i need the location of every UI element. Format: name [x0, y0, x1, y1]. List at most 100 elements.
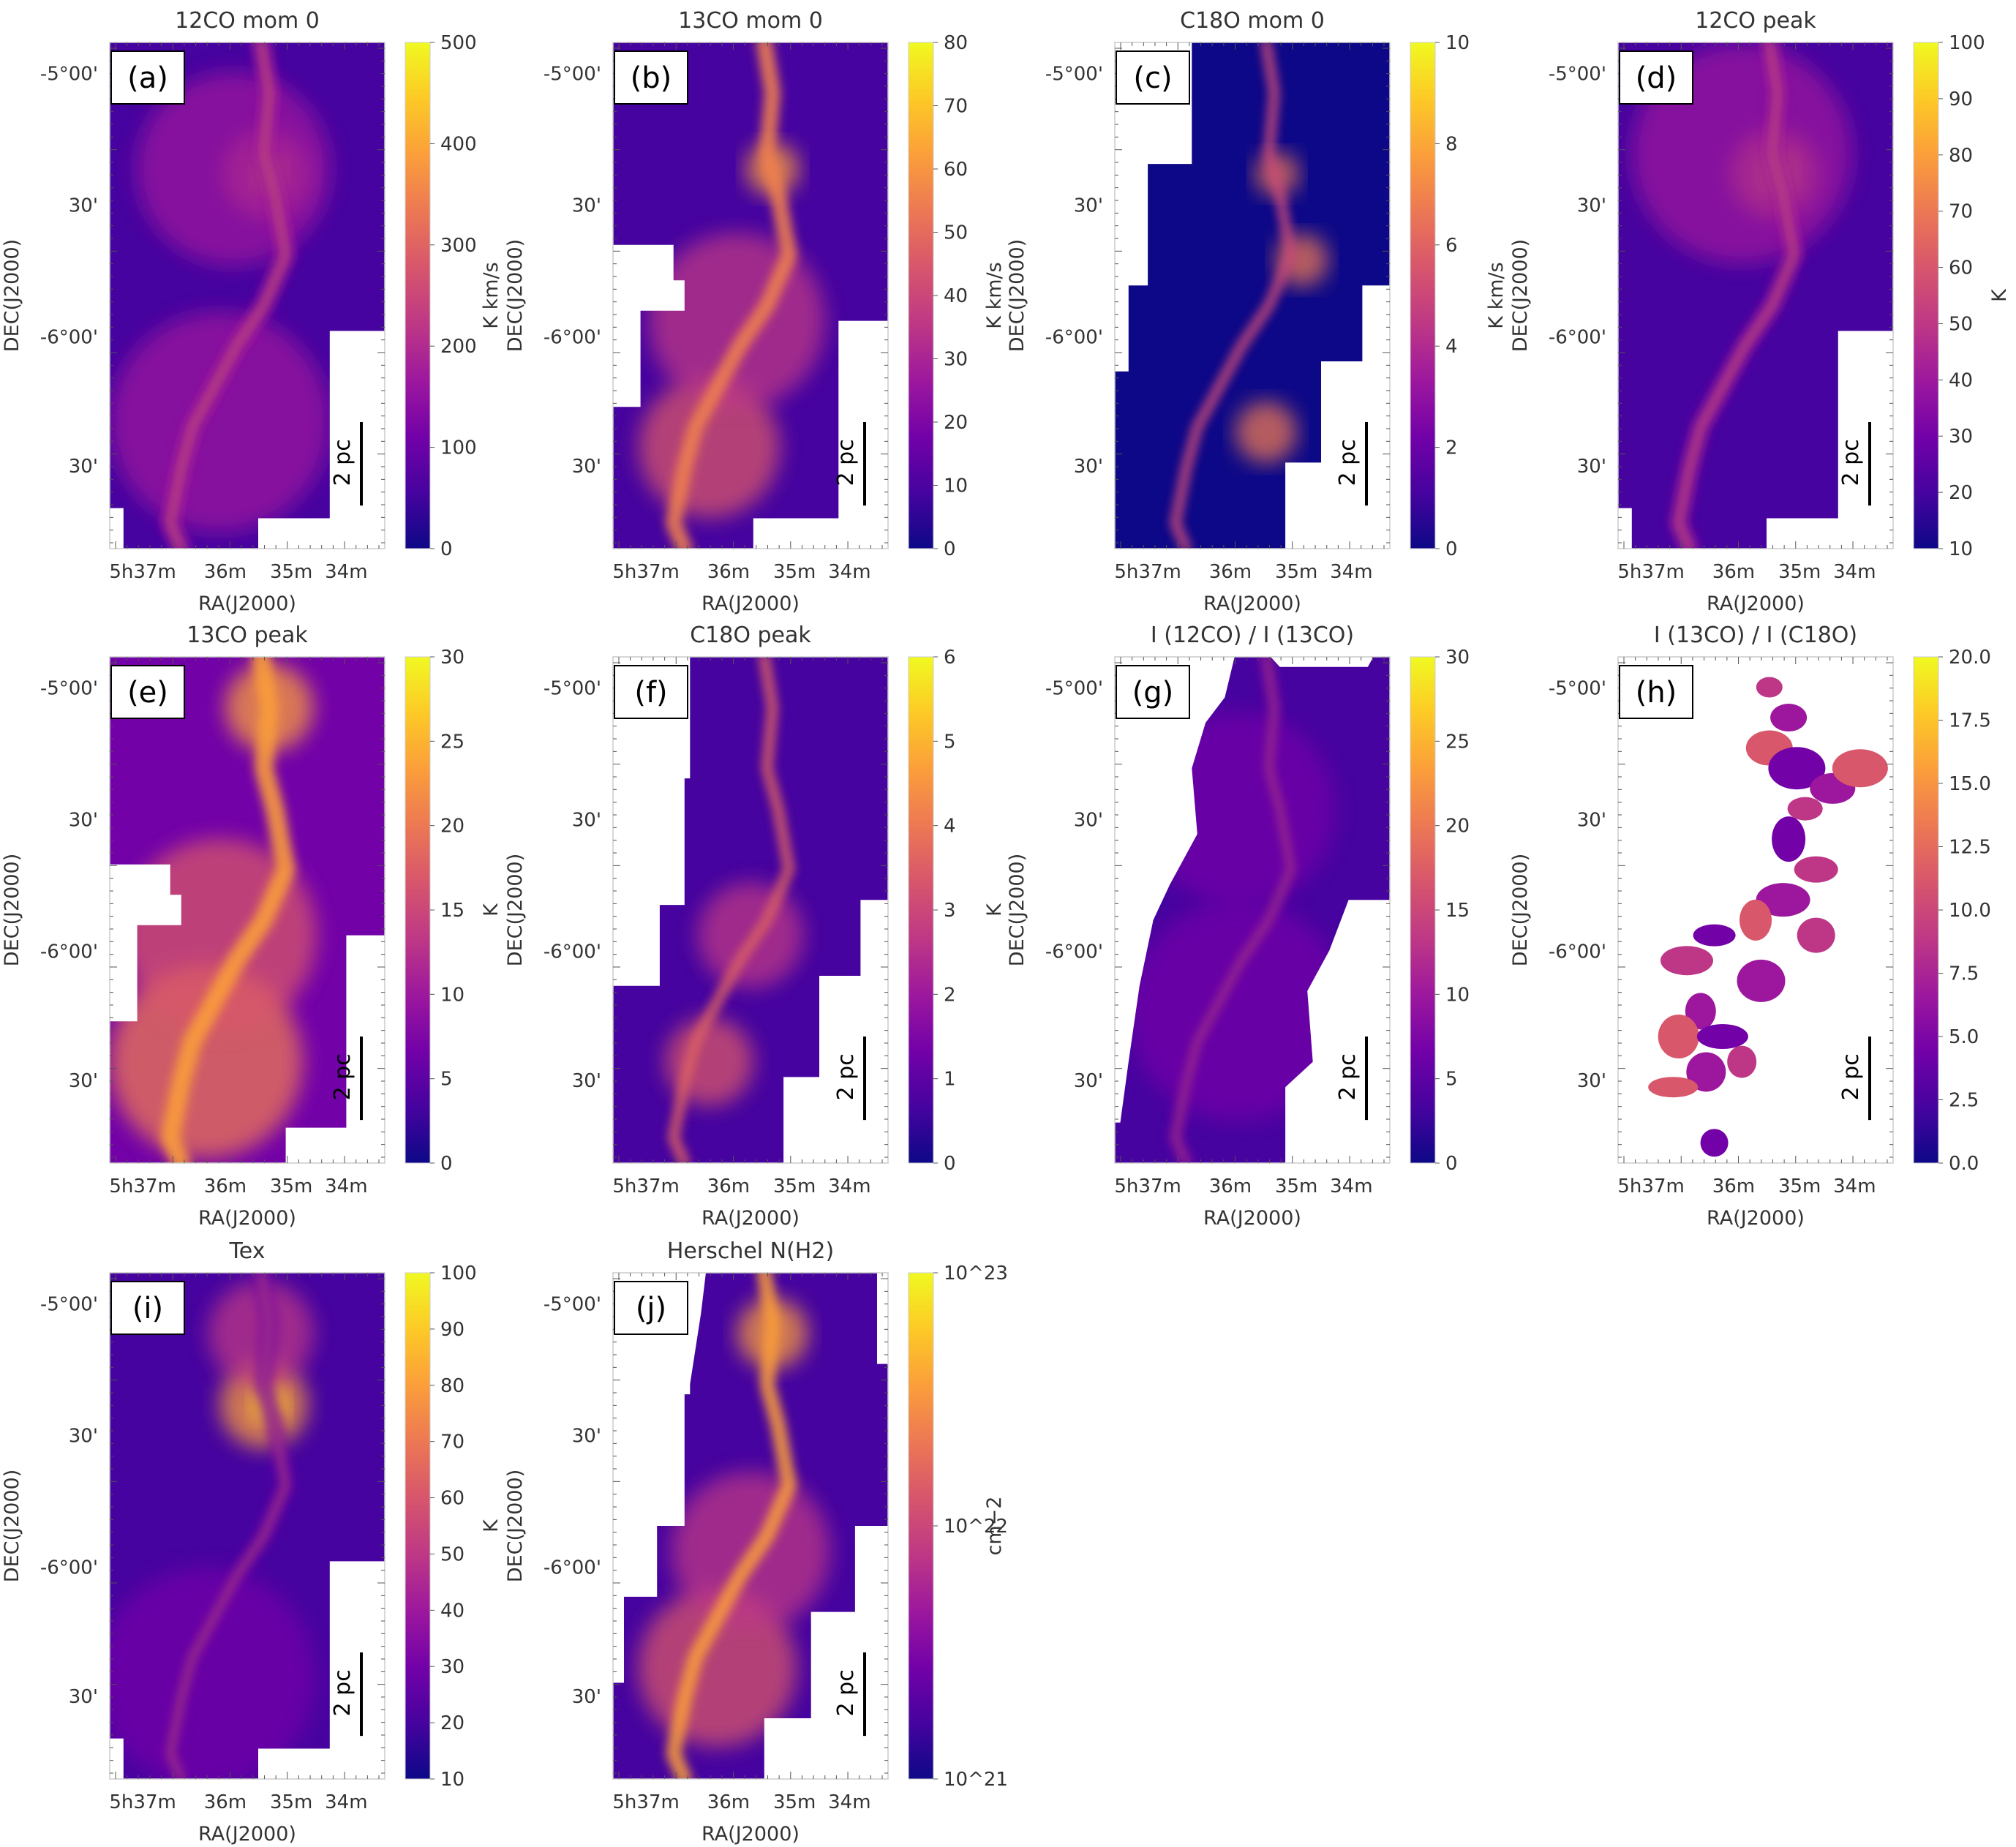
filament-core [672, 42, 791, 549]
colorbar-tick-label: 6 [1445, 235, 1458, 257]
colorbar-label: K [480, 903, 503, 917]
panel-a: 12CO mom 0 (a) -5°00' 30' -6°00' 30' DEC(J2000… [1, 8, 503, 615]
x-axis-label: RA(J2000) [1707, 1207, 1805, 1230]
panel-label: (e) [127, 676, 168, 710]
colorbar-tick-label: 7.5 [1949, 963, 1979, 985]
y-tick-label: 30' [1074, 456, 1103, 478]
panel-title: C18O mom 0 [1180, 8, 1325, 34]
y-tick-label: -5°00' [1045, 64, 1103, 86]
ratio-patch [1772, 816, 1806, 862]
colorbar-tick-label: 10^21 [944, 1769, 1008, 1791]
x-tick-label: 5h37m [109, 1791, 176, 1813]
colorbar-tick-label: 10 [944, 475, 968, 497]
y-tick-label: -6°00' [40, 326, 98, 348]
panel-d: 12CO peak (d) -5°00' 30' -6°00' 30' DEC(J2000)… [1509, 8, 2011, 615]
colorbar-tick-label: 10^23 [944, 1263, 1008, 1284]
no-coverage-region [1115, 657, 1235, 1123]
colorbar-tick-label: 100 [440, 437, 477, 459]
heatmap-image [613, 1273, 888, 1779]
panel-label-box [110, 665, 185, 719]
x-tick-label: 35m [1778, 1175, 1821, 1197]
axes-frame [1114, 656, 1391, 1164]
panel-label-box [614, 665, 688, 719]
x-tick-label: 5h37m [1617, 561, 1684, 583]
colorbar-tick-label: 30 [1445, 647, 1470, 669]
colorbar-tick-label: 60 [440, 1488, 464, 1510]
colorbar-tick-label: 200 [440, 336, 477, 358]
y-tick-label: 30' [69, 195, 98, 217]
panel-label-box [614, 1281, 688, 1335]
scale-bar-label: 2 pc [1335, 1053, 1361, 1100]
panel-h: I (13CO) / I (C18O) (h) -5°00' 30' -6°00' 30'… [1509, 622, 1991, 1230]
panel-label-box [614, 50, 688, 105]
x-axis-label: RA(J2000) [198, 1207, 296, 1230]
panel-title: C18O peak [690, 622, 811, 648]
scale-bar-label: 2 pc [330, 1669, 356, 1716]
colorbar-tick-label: 0 [1445, 1153, 1458, 1175]
x-axis-label: RA(J2000) [198, 593, 296, 615]
panel-label-box [1619, 665, 1693, 719]
colorbar-tick-label: 0 [440, 1153, 453, 1175]
y-tick-label: 30' [572, 1425, 601, 1447]
colorbar-tick-label: 30 [440, 647, 464, 669]
colorbar-tick-label: 17.5 [1949, 710, 1991, 732]
colorbar-tick-label: 12.5 [1949, 837, 1991, 859]
colorbar-label: cm−2 [983, 1497, 1006, 1556]
x-tick-label: 36m [204, 1791, 247, 1813]
y-tick-label: -6°00' [544, 326, 601, 348]
no-coverage-region [110, 508, 124, 549]
x-tick-label: 34m [1330, 561, 1372, 583]
colorbar-label: K km/s [983, 262, 1006, 328]
ratio-patch [1693, 924, 1736, 947]
colorbar-tick-label: 5 [440, 1069, 453, 1091]
x-axis-label: RA(J2000) [702, 1207, 800, 1230]
colorbar-tick-label: 0 [440, 538, 453, 560]
y-tick-label: 30' [572, 195, 601, 217]
x-tick-label: 36m [1712, 561, 1755, 583]
y-tick-label: -6°00' [1045, 941, 1103, 963]
y-axis-label: DEC(J2000) [1, 854, 23, 966]
axes-frame [109, 42, 385, 549]
colorbar-tick-label: 4 [1445, 336, 1458, 358]
y-tick-label: 30' [1577, 456, 1606, 478]
y-axis-label: DEC(J2000) [1006, 239, 1028, 352]
colorbar-tick-label: 2.5 [1949, 1090, 1979, 1112]
scale-bar-label: 2 pc [330, 1053, 356, 1100]
colorbar-tick-label: 70 [440, 1432, 464, 1453]
no-coverage-region [258, 1561, 385, 1779]
x-tick-label: 34m [1833, 561, 1876, 583]
colorbar-tick-label: 60 [1949, 257, 1973, 279]
heatmap-image [613, 42, 888, 549]
colorbar [405, 656, 431, 1164]
y-tick-label: 30' [69, 456, 98, 478]
filament-core [672, 1273, 791, 1779]
scale-bar-label: 2 pc [1838, 439, 1864, 486]
no-coverage-region [613, 1273, 706, 1683]
x-tick-label: 36m [707, 1175, 750, 1197]
panel-title: 12CO peak [1695, 8, 1816, 34]
x-axis-label: RA(J2000) [198, 1823, 296, 1846]
x-tick-label: 36m [204, 561, 247, 583]
colorbar-tick-label: 10.0 [1949, 900, 1991, 922]
ratio-patch [1797, 917, 1835, 953]
colorbar-tick-label: 0 [944, 1153, 956, 1175]
scale-bar-label: 2 pc [1335, 439, 1361, 486]
colorbar-tick-label: 0 [944, 538, 956, 560]
scale-bar-label: 2 pc [833, 439, 859, 486]
panel-label-box [110, 1281, 185, 1335]
emission-region [110, 1568, 316, 1779]
y-axis-label: DEC(J2000) [1, 1470, 23, 1582]
colorbar [405, 1272, 431, 1780]
no-coverage-region [1115, 42, 1192, 372]
ratio-patch [1794, 856, 1838, 883]
x-tick-label: 34m [325, 1175, 367, 1197]
colorbar-tick-label: 1 [944, 1069, 956, 1091]
panel-label: (c) [1133, 61, 1172, 95]
y-axis-label: DEC(J2000) [504, 239, 527, 352]
y-tick-label: 30' [572, 1686, 601, 1708]
panel-g: I (12CO) / I (13CO) (g) -5°00' 30' -6°00' 30'… [1006, 622, 1470, 1230]
y-tick-label: 30' [1577, 809, 1606, 831]
heatmap-image [1115, 657, 1390, 1163]
y-tick-label: 30' [1577, 195, 1606, 217]
colorbar-tick-label: 5 [944, 731, 956, 753]
